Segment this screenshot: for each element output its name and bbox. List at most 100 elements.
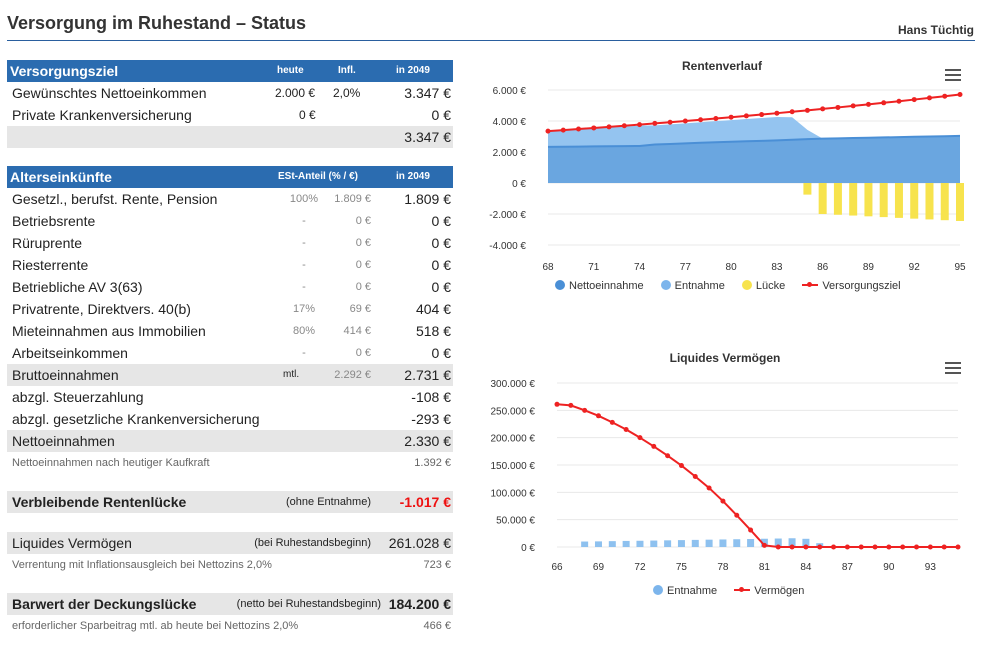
versorgungsziel-point xyxy=(804,107,810,113)
table-row: Riesterrente - 0 € 0 € xyxy=(7,254,453,276)
x-tick-label: 66 xyxy=(551,562,563,573)
entnahme-bar xyxy=(705,539,713,547)
entnahme-bar xyxy=(594,541,602,547)
chart-menu-icon[interactable] xyxy=(945,69,961,81)
row-value: 0 € xyxy=(431,345,451,361)
legend-dot-icon xyxy=(555,280,565,290)
alterseinkuenfte-table: Alterseinkünfte ESt-Anteil (% / €) in 20… xyxy=(7,166,453,474)
vermoegen-point xyxy=(692,473,698,479)
legend-item[interactable]: Vermögen xyxy=(734,585,804,597)
page-title: Versorgung im Ruhestand – Status xyxy=(7,13,307,33)
table-row: Private Krankenversicherung 0 € 0 € xyxy=(7,104,453,126)
y-tick-label: 300.000 € xyxy=(491,379,536,390)
versorgungsziel-point xyxy=(957,91,963,97)
legend-item[interactable]: Entnahme xyxy=(660,280,725,292)
vermoegen-point xyxy=(706,485,712,491)
versorgungsziel-point xyxy=(713,116,719,122)
y-tick-label: 50.000 € xyxy=(496,516,535,527)
table-row: Privatrente, Direktvers. 40(b) 17% 69 € 404… xyxy=(7,298,453,320)
row-label: Mieteinnahmen aus Immobilien xyxy=(12,323,206,339)
nettoeinnahme-area xyxy=(548,135,960,183)
user-name: Hans Tüchtig xyxy=(897,23,974,37)
luecke-bar xyxy=(910,183,919,219)
versorgungsziel-point xyxy=(865,101,871,107)
y-tick-label: 200.000 € xyxy=(491,434,536,445)
row-value: 0 € xyxy=(431,107,451,123)
total-row: 3.347 € xyxy=(7,126,453,148)
entnahme-bar xyxy=(774,538,782,547)
alterseinkuenfte-header: Alterseinkünfte ESt-Anteil (% / €) in 20… xyxy=(7,166,453,188)
legend-item[interactable]: Entnahme xyxy=(653,585,717,597)
barwert-sub-label: erforderlicher Sparbeitrag mtl. ab heute… xyxy=(12,620,299,632)
entnahme-bar xyxy=(733,539,741,547)
vermoegen-point xyxy=(678,463,684,469)
row-pct: - xyxy=(302,347,306,359)
row-infl: 2,0% xyxy=(333,86,361,100)
row-pct: 17% xyxy=(292,303,316,315)
kaufkraft-label: Nettoeinnahmen nach heutiger Kaufkraft xyxy=(12,457,210,469)
entnahme-bar xyxy=(622,540,630,547)
row-label: Rüruprente xyxy=(12,235,83,251)
row-est: 414 € xyxy=(343,325,371,337)
vermoegen-label: Liquides Vermögen xyxy=(12,535,132,551)
luecke-bar xyxy=(818,183,827,214)
versorgungsziel-line xyxy=(547,93,961,133)
legend-item[interactable]: Lücke xyxy=(741,280,786,292)
x-tick-label: 78 xyxy=(717,562,729,573)
vermoegen-point xyxy=(858,544,864,550)
x-tick-label: 75 xyxy=(676,562,688,573)
luecke-bar xyxy=(894,183,903,218)
legend-dot-icon xyxy=(653,585,663,595)
chart-menu-icon[interactable] xyxy=(945,362,961,374)
row-value: 0 € xyxy=(431,213,451,229)
x-tick-label: 89 xyxy=(863,262,875,273)
x-tick-label: 74 xyxy=(634,262,646,273)
row-value: 0 € xyxy=(431,257,451,273)
versorgungsziel-point xyxy=(789,109,795,115)
luecke-bar xyxy=(925,183,934,220)
barwert-row: Barwert der Deckungslücke (netto bei Ruh… xyxy=(7,593,453,615)
versorgungsziel-point xyxy=(774,110,780,116)
legend-label: Lücke xyxy=(755,280,786,292)
versorgungsziel-point xyxy=(926,95,932,101)
brutto-mtl: mtl. xyxy=(283,369,300,380)
row-label: Gesetzl., berufst. Rente, Pension xyxy=(12,191,218,207)
vermoegen-point xyxy=(927,544,933,550)
brutto-est: 2.292 € xyxy=(334,369,371,381)
row-label: Private Krankenversicherung xyxy=(12,107,192,123)
versorgungsziel-point xyxy=(850,103,856,109)
row-pct: 80% xyxy=(292,325,316,337)
vermoegen-sub-value: 723 € xyxy=(423,559,451,571)
vermoegen-point xyxy=(872,544,878,550)
rentenverlauf-chart: Rentenverlauf 6.000 € 4.000 € 2.000 € 0 € -2.… xyxy=(470,52,975,302)
row-heute: 2.000 € xyxy=(275,86,316,100)
luecke-bar xyxy=(849,183,858,216)
versorgungsziel-point xyxy=(728,114,734,120)
x-tick-label: 80 xyxy=(726,262,738,273)
vermoegen-point xyxy=(582,407,588,413)
legend-item[interactable]: Nettoeinnahme xyxy=(555,280,644,292)
row-label: Arbeitseinkommen xyxy=(12,345,128,361)
row-label: Betriebliche AV 3(63) xyxy=(12,279,143,295)
vermoegen-point xyxy=(609,419,615,425)
entnahme-bar xyxy=(719,539,727,547)
y-tick-label: 6.000 € xyxy=(493,86,527,97)
legend-line-icon xyxy=(734,587,751,592)
legend-label: Vermögen xyxy=(754,585,805,597)
versorgungsziel-point xyxy=(576,126,582,132)
legend-item[interactable]: Versorgungsziel xyxy=(802,280,901,292)
steuer-row: abzgl. Steuerzahlung -108 € xyxy=(7,386,453,408)
entnahme-bar xyxy=(664,540,672,547)
rentenverlauf-svg: Rentenverlauf 6.000 € 4.000 € 2.000 € 0 € -2.… xyxy=(489,59,966,273)
vermoegen-point xyxy=(748,527,754,533)
vermoegen-point xyxy=(637,435,643,441)
vermoegen-point xyxy=(775,544,781,550)
luecke-bar xyxy=(864,183,873,217)
rentenverlauf-legend: Nettoeinnahme Entnahme Lücke Versorgungs… xyxy=(555,280,915,292)
col-heute: heute xyxy=(277,65,304,76)
legend-dot-icon xyxy=(660,280,671,290)
y-tick-label: 0 € xyxy=(521,543,535,554)
table-row: Gewünschtes Nettoeinkommen 2.000 € 2,0% … xyxy=(7,82,453,104)
vermoegen-legend: Entnahme Vermögen xyxy=(653,585,818,597)
y-tick-label: 150.000 € xyxy=(491,461,536,472)
